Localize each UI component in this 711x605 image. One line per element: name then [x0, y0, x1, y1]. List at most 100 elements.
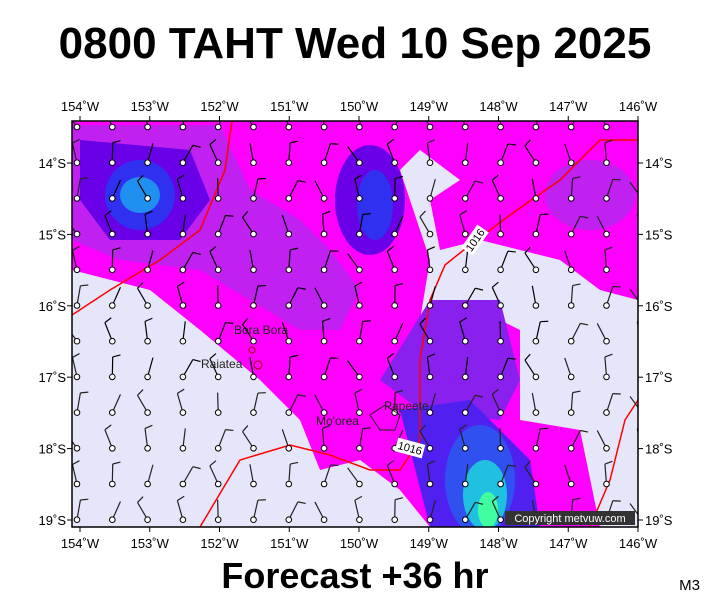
lat-label-left: 19˚S: [39, 513, 67, 528]
station: [251, 124, 257, 130]
station: [427, 196, 433, 202]
station: [110, 196, 116, 202]
station: [321, 124, 327, 130]
station: [251, 196, 257, 202]
title: 0800 TAHT Wed 10 Sep 2025: [59, 19, 652, 68]
barb-flag: [363, 321, 371, 322]
station: [145, 481, 151, 487]
station: [321, 374, 327, 380]
station: [392, 517, 398, 523]
station: [74, 124, 80, 130]
station: [321, 446, 327, 452]
station: [286, 374, 292, 380]
station: [286, 410, 292, 416]
barb-flag: [323, 104, 331, 107]
station: [392, 231, 398, 237]
barb-flag: [80, 392, 88, 393]
station: [463, 303, 469, 309]
lat-label-right: 19˚S: [645, 513, 673, 528]
station: [180, 124, 186, 130]
station: [215, 517, 221, 523]
station: [498, 124, 504, 130]
station: [321, 303, 327, 309]
station: [604, 338, 610, 344]
station: [286, 303, 292, 309]
station: [357, 267, 363, 273]
station: [533, 124, 539, 130]
station: [463, 267, 469, 273]
wind-shade: [120, 177, 160, 213]
station: [110, 446, 116, 452]
barb-flag: [645, 463, 653, 464]
station: [463, 410, 469, 416]
station: [639, 124, 645, 130]
station: [180, 160, 186, 166]
station: [180, 196, 186, 202]
station: [145, 303, 151, 309]
station: [604, 374, 610, 380]
station: [215, 481, 221, 487]
station: [498, 517, 504, 523]
lon-label-top: 154˚W: [61, 99, 100, 114]
lon-label-bottom: 146˚W: [619, 536, 658, 551]
lat-label-left: 18˚S: [39, 442, 67, 457]
station: [604, 160, 610, 166]
station: [180, 517, 186, 523]
station: [180, 410, 186, 416]
barb-flag: [80, 178, 88, 179]
station: [427, 446, 433, 452]
station: [321, 517, 327, 523]
lon-label-top: 148˚W: [479, 99, 518, 114]
station: [533, 267, 539, 273]
station: [110, 338, 116, 344]
barb-flag: [508, 251, 516, 252]
station: [427, 303, 433, 309]
station: [357, 124, 363, 130]
barb-flag: [363, 428, 371, 429]
station: [74, 160, 80, 166]
station: [604, 446, 610, 452]
station: [463, 160, 469, 166]
station: [568, 196, 574, 202]
station: [215, 160, 221, 166]
station: [321, 231, 327, 237]
station: [321, 481, 327, 487]
lon-label-top: 149˚W: [410, 99, 449, 114]
station: [463, 338, 469, 344]
forecast-label: Forecast +36 hr: [221, 555, 488, 596]
station: [321, 196, 327, 202]
barb-flag: [225, 215, 233, 216]
station: [74, 446, 80, 452]
station: [180, 267, 186, 273]
station: [392, 196, 398, 202]
station: [357, 338, 363, 344]
station: [74, 196, 80, 202]
station: [145, 517, 151, 523]
station: [639, 481, 645, 487]
lat-label-left: 17˚S: [39, 370, 67, 385]
station: [463, 481, 469, 487]
barb-flag: [508, 358, 516, 359]
station: [145, 338, 151, 344]
station: [463, 196, 469, 202]
station: [357, 517, 363, 523]
station: [604, 231, 610, 237]
station: [498, 196, 504, 202]
station: [286, 267, 292, 273]
station: [145, 231, 151, 237]
station: [74, 374, 80, 380]
lon-label-bottom: 150˚W: [340, 536, 379, 551]
station: [604, 196, 610, 202]
station: [74, 410, 80, 416]
station: [498, 231, 504, 237]
station: [498, 160, 504, 166]
station: [286, 196, 292, 202]
station: [180, 481, 186, 487]
station: [180, 231, 186, 237]
station: [357, 446, 363, 452]
lon-label-bottom: 149˚W: [410, 536, 449, 551]
station: [74, 231, 80, 237]
station: [357, 160, 363, 166]
station: [74, 517, 80, 523]
